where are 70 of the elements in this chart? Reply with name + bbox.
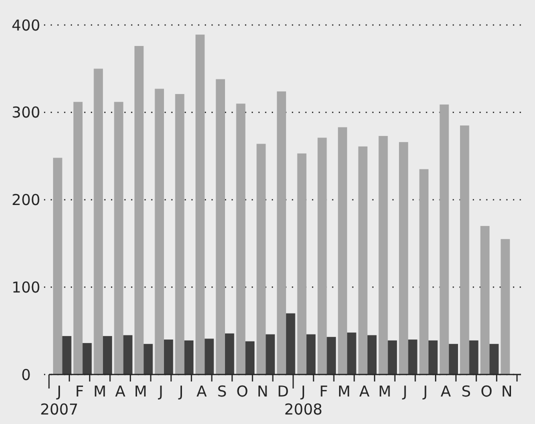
bar (408, 340, 418, 374)
x-tick-label: M (93, 382, 106, 400)
bar (184, 340, 194, 374)
bar (428, 340, 438, 374)
x-tick-label: F (75, 382, 84, 400)
bar (460, 125, 470, 374)
bar (318, 138, 327, 374)
bar (236, 104, 246, 374)
bar (378, 136, 388, 374)
bar (398, 142, 408, 374)
x-tick-label: J (422, 382, 428, 400)
y-tick-label: 0 (21, 366, 31, 384)
x-tick-label: A (440, 382, 452, 400)
bar (245, 341, 255, 374)
bar (154, 88, 164, 374)
bar (196, 34, 205, 374)
bar (306, 334, 316, 374)
x-tick-label: A (115, 382, 126, 400)
bar (448, 344, 458, 374)
x-tick-label: J (178, 382, 184, 400)
x-tick-label: M (378, 382, 392, 400)
x-tick-label: S (461, 382, 471, 400)
y-tick-label: 300 (12, 104, 40, 122)
bar (94, 68, 103, 374)
bar (367, 335, 377, 374)
bar (256, 144, 266, 374)
bar (490, 344, 499, 374)
y-tick-label: 400 (12, 16, 40, 34)
bar (266, 334, 275, 374)
x-tick-label: J (158, 382, 164, 400)
bar (338, 127, 348, 374)
bar (114, 102, 124, 374)
bar (102, 336, 112, 374)
bar (175, 94, 184, 374)
bar (440, 104, 449, 374)
x-tick-label: O (236, 382, 248, 400)
bar (62, 336, 72, 374)
bar (216, 79, 226, 374)
x-tick-label: N (501, 382, 512, 400)
x-tick-label: F (319, 382, 328, 400)
x-tick-label: A (196, 382, 208, 400)
bar (469, 340, 478, 374)
x-tick-label: A (359, 382, 370, 400)
bar (53, 158, 62, 374)
bar (204, 338, 214, 374)
x-tick-label: J (402, 382, 408, 400)
bar (286, 313, 296, 374)
x-tick-label: M (134, 382, 148, 400)
x-tick-label: O (480, 382, 492, 400)
bar (225, 333, 234, 374)
bar (347, 332, 356, 374)
bar (82, 343, 92, 374)
bar (500, 239, 510, 374)
x-tick-label: M (338, 382, 351, 400)
bar (419, 169, 428, 374)
y-tick-label: 100 (12, 278, 40, 296)
x-tick-label: S (217, 382, 227, 400)
bar (326, 336, 336, 374)
bar (144, 344, 153, 374)
bar (73, 102, 83, 374)
y-tick-label: 200 (12, 191, 40, 209)
bar (358, 146, 368, 374)
bar (164, 340, 174, 374)
bar (480, 226, 490, 374)
bar (134, 46, 144, 374)
bar (276, 91, 286, 374)
bar (297, 153, 306, 374)
bar (123, 335, 132, 374)
x-tick-label: N (257, 382, 268, 400)
bar (388, 340, 397, 374)
